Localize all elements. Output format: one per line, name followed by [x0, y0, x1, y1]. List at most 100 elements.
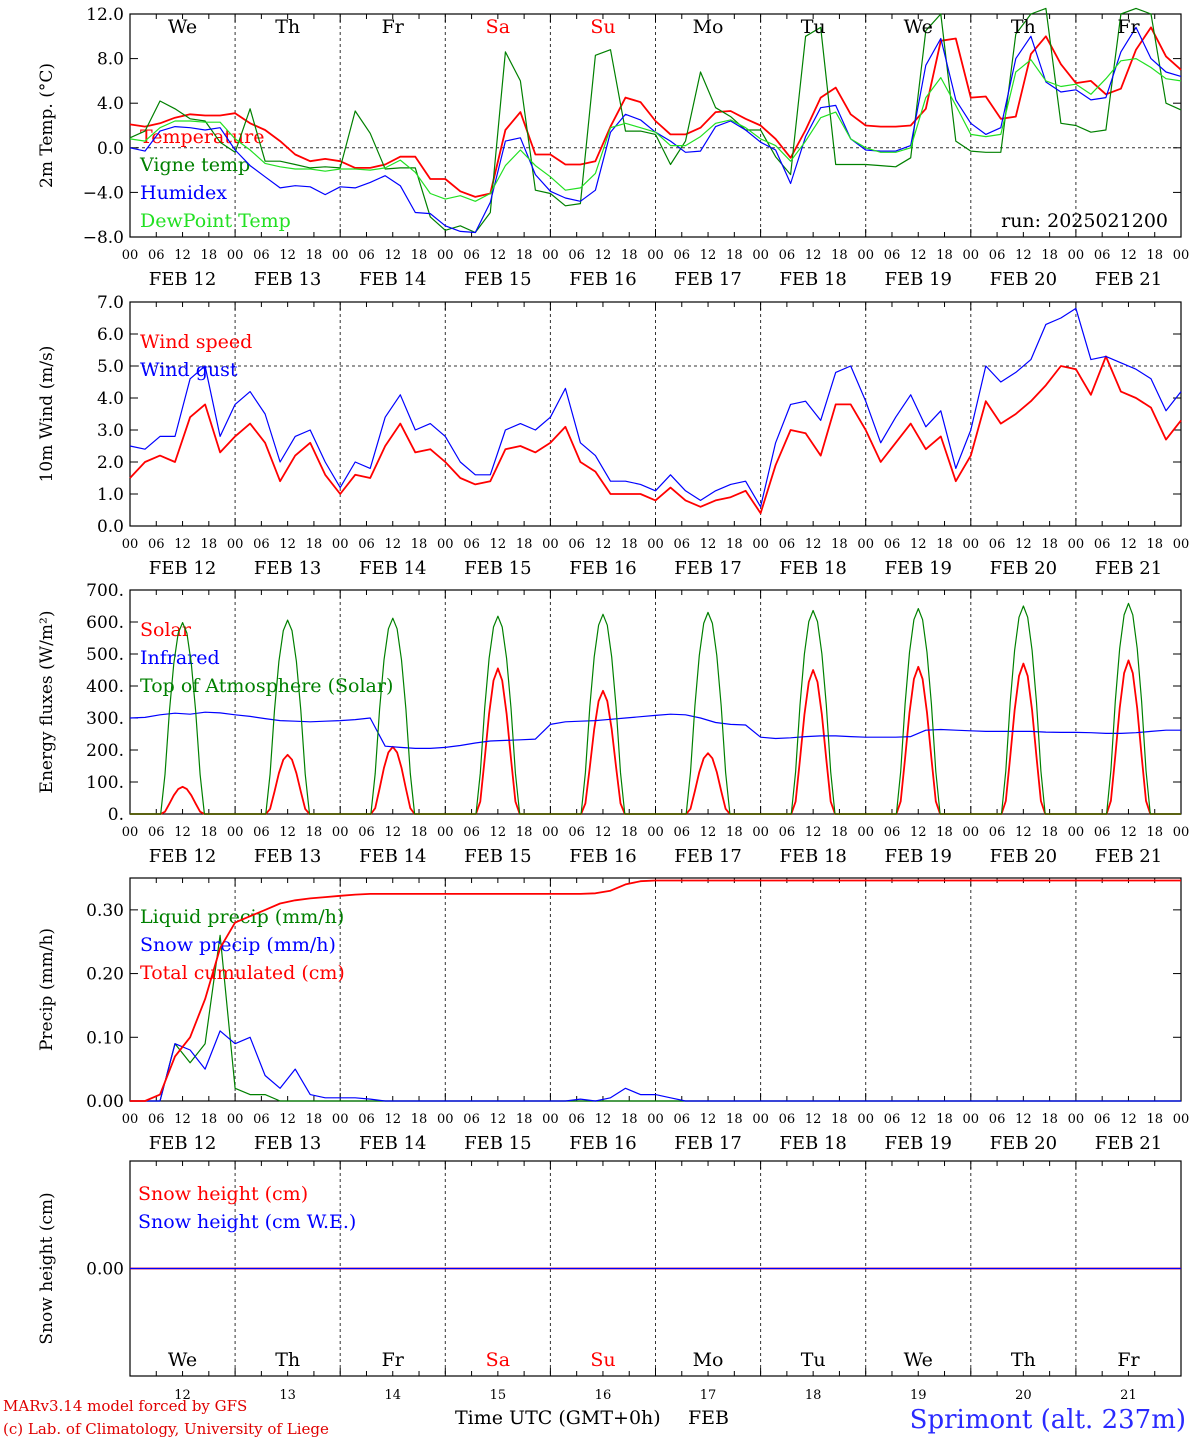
- x-date-label: FEB 21: [1095, 558, 1162, 579]
- x-hour-label: 06: [884, 825, 901, 840]
- x-date-label: FEB 15: [464, 269, 531, 290]
- x-hour-label: 06: [779, 248, 796, 263]
- x-hour-label: 00: [332, 248, 349, 263]
- weekday-label: Th: [275, 1349, 300, 1371]
- y-tick-label: 200.: [86, 741, 124, 761]
- x-date-label: FEB 13: [254, 846, 321, 867]
- x-hour-label: 12: [279, 825, 296, 840]
- weekday-label: Th: [1011, 1349, 1036, 1371]
- weekday-label: Sa: [486, 16, 510, 38]
- x-hour-label: 12: [1120, 248, 1137, 263]
- x-hour-label: 06: [989, 825, 1006, 840]
- y-tick-label: −4.0: [83, 183, 124, 203]
- x-hour-label: 18: [1041, 537, 1058, 552]
- x-hour-label: 06: [253, 825, 270, 840]
- weekday-label: Fr: [382, 1349, 405, 1371]
- x-day-number: 19: [910, 1388, 927, 1403]
- x-hour-label: 18: [411, 1112, 428, 1127]
- x-hour-label: 00: [227, 537, 244, 552]
- x-date-label: FEB 19: [885, 269, 952, 290]
- x-hour-label: 00: [1068, 825, 1085, 840]
- y-tick-label: 0.20: [86, 965, 124, 985]
- x-hour-label: 00: [542, 248, 559, 263]
- credit-line-1: MARv3.14 model forced by GFS: [3, 1397, 247, 1415]
- x-hour-label: 18: [1146, 248, 1163, 263]
- x-date-label: FEB 12: [149, 846, 216, 867]
- x-hour-label: 00: [437, 825, 454, 840]
- series-line-infrared: [129, 711, 1181, 750]
- x-hour-label: 00: [332, 1112, 349, 1127]
- x-hour-label: 12: [805, 1112, 822, 1127]
- x-date-label: FEB 21: [1095, 1133, 1162, 1154]
- x-axis-month: FEB: [688, 1407, 729, 1429]
- x-hour-label: 00: [437, 248, 454, 263]
- x-hour-label: 00: [752, 248, 769, 263]
- x-date-label: FEB 17: [674, 846, 741, 867]
- x-date-label: FEB 12: [149, 269, 216, 290]
- x-hour-label: 06: [674, 248, 691, 263]
- x-date-label: FEB 18: [779, 846, 846, 867]
- x-hour-label: 12: [700, 1112, 717, 1127]
- x-axis-title: Time UTC (GMT+0h): [455, 1407, 661, 1429]
- x-hour-label: 12: [279, 248, 296, 263]
- plot-frame: [129, 589, 1182, 815]
- x-hour-label: 00: [963, 1112, 980, 1127]
- legend-snow-height-cm-w-e-: Snow height (cm W.E.): [138, 1211, 356, 1233]
- x-hour-label: 00: [437, 1112, 454, 1127]
- y-tick-label: 0.10: [86, 1028, 124, 1048]
- x-date-label: FEB 21: [1095, 269, 1162, 290]
- panels-group: −8.0 −4.0 0.0 4.0 8.0 12.0 2m Temp. (°C) Temper…: [37, 5, 1189, 1403]
- legend-infrared: Infrared: [140, 647, 220, 669]
- x-hour-label: 12: [805, 825, 822, 840]
- weekday-label: Su: [590, 1349, 615, 1371]
- x-hour-label: 00: [122, 537, 139, 552]
- y-tick-label: −8.0: [83, 228, 124, 248]
- x-hour-label: 06: [148, 825, 165, 840]
- x-hour-label: 00: [857, 1112, 874, 1127]
- x-hour-label: 18: [936, 825, 953, 840]
- y-tick-label: 500.: [86, 645, 124, 665]
- y-tick-label: 0.0: [97, 517, 124, 537]
- y-tick-label: 0.: [108, 805, 124, 825]
- x-hour-label: 00: [332, 825, 349, 840]
- x-hour-label: 18: [831, 825, 848, 840]
- x-hour-label: 18: [516, 1112, 533, 1127]
- weekday-label: We: [904, 16, 933, 38]
- y-tick-label: 0.00: [86, 1260, 124, 1280]
- x-hour-label: 18: [831, 537, 848, 552]
- x-date-label: FEB 20: [990, 846, 1057, 867]
- x-hour-label: 00: [437, 537, 454, 552]
- x-date-label: FEB 12: [149, 1133, 216, 1154]
- series-line-snow-precip-mm-h-: [130, 1030, 1181, 1102]
- x-hour-label: 06: [568, 1112, 585, 1127]
- y-tick-label: 0.0: [97, 139, 124, 159]
- weekday-label: Tu: [801, 16, 826, 38]
- x-hour-label: 12: [1015, 248, 1032, 263]
- x-hour-label: 18: [726, 825, 743, 840]
- y-tick-label: 12.0: [86, 5, 124, 25]
- weekday-label: Tu: [801, 1349, 826, 1371]
- series-line-top-of-atmosphere-solar-: [130, 602, 1181, 815]
- x-hour-label: 18: [726, 248, 743, 263]
- x-hour-label: 12: [910, 248, 927, 263]
- x-hour-label: 12: [384, 537, 401, 552]
- x-date-label: FEB 16: [569, 1133, 636, 1154]
- x-hour-label: 00: [857, 537, 874, 552]
- legend-vigne-temp: Vigne temp: [139, 154, 250, 176]
- x-hour-label: 12: [490, 825, 507, 840]
- x-hour-label: 12: [384, 825, 401, 840]
- x-hour-label: 00: [752, 825, 769, 840]
- x-date-label: FEB 16: [569, 558, 636, 579]
- series-line-total-cumulated-cm-: [130, 879, 1181, 1102]
- weekday-label: We: [168, 16, 197, 38]
- x-hour-label: 00: [647, 537, 664, 552]
- x-date-label: FEB 14: [359, 846, 426, 867]
- weekday-label: We: [904, 1349, 933, 1371]
- y-tick-label: 0.00: [86, 1092, 124, 1112]
- x-hour-label: 06: [253, 537, 270, 552]
- x-hour-label: 06: [148, 1112, 165, 1127]
- x-hour-label: 18: [936, 537, 953, 552]
- x-hour-label: 18: [201, 248, 218, 263]
- x-hour-label: 06: [989, 537, 1006, 552]
- x-date-label: FEB 14: [359, 558, 426, 579]
